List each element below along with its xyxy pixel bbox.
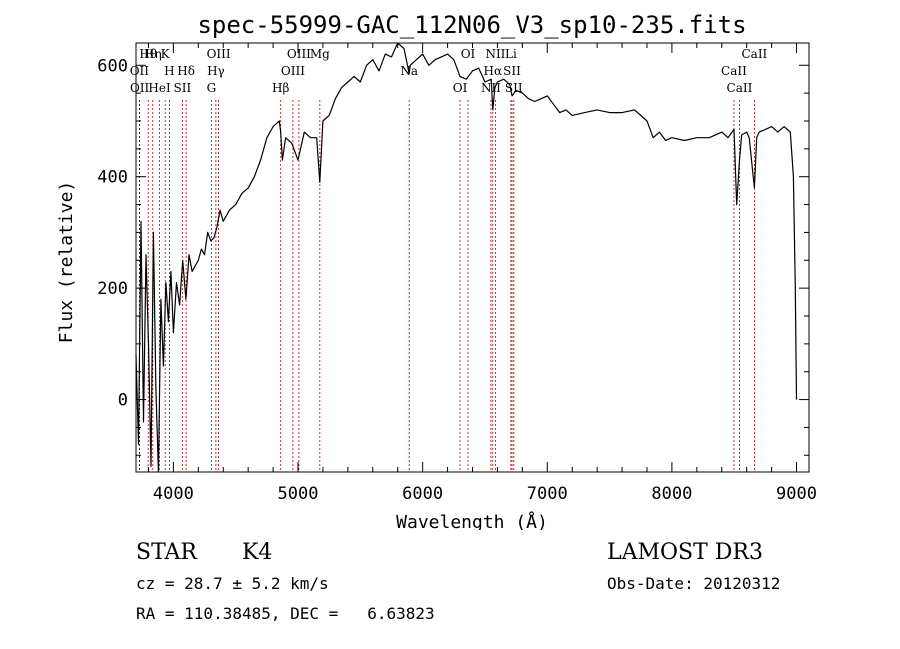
spectrum-chart: spec-55999-GAC_112N06_V3_sp10-235.fits H…: [56, 11, 817, 530]
y-tick-label: 400: [97, 168, 128, 188]
x-tick-label: 8000: [651, 484, 692, 504]
line-label-oii: OII: [130, 81, 150, 95]
line-label-g: G: [207, 81, 217, 95]
line-label-sii: SII: [503, 64, 521, 78]
line-label-hη: Hη: [144, 47, 162, 61]
x-tick-label: 6000: [402, 484, 443, 504]
y-axis-label: Flux (relative): [56, 181, 77, 344]
line-label-k: K: [161, 47, 171, 61]
line-label-caii: CaII: [727, 81, 753, 95]
y-tick-label: 200: [97, 279, 128, 299]
line-label-li: Li: [505, 47, 517, 61]
x-tick-label: 5000: [278, 484, 319, 504]
line-label-h: H: [164, 64, 174, 78]
line-label-hβ: Hβ: [272, 81, 289, 95]
chart-title: spec-55999-GAC_112N06_V3_sp10-235.fits: [197, 11, 746, 39]
survey-name: LAMOST DR3: [607, 540, 763, 565]
x-tick-label: 4000: [153, 484, 194, 504]
line-label-mg: Mg: [310, 47, 330, 61]
line-label-caii: CaII: [741, 47, 767, 61]
obs-date: Obs-Date: 20120312: [607, 574, 781, 593]
spectral-line-markers: [138, 100, 755, 472]
plot-frame: [135, 42, 810, 473]
line-label-sii: SII: [174, 81, 192, 95]
line-label-nii: NII: [485, 47, 505, 61]
redshift-text: cz = 28.7 ± 5.2 km/s: [136, 574, 329, 593]
line-label-oii: OII: [130, 64, 150, 78]
line-label-oiii: OIII: [287, 47, 311, 61]
object-class: STAR: [136, 540, 197, 565]
line-label-oi: OI: [453, 81, 468, 95]
y-tick-label: 600: [97, 56, 128, 76]
line-label-hei: HeI: [148, 81, 171, 95]
x-axis-label: Wavelength (Å): [396, 511, 548, 530]
line-label-hα: Hα: [484, 64, 503, 78]
line-label-hγ: Hγ: [207, 64, 225, 78]
coordinates: RA = 110.38485, DEC = 6.63823: [136, 604, 435, 623]
spectral-line-labels: Hθ OII OII KH HeI Hη Hδ SII OIII Hγ G OIII OIII Hβ Mg N…: [130, 47, 768, 95]
line-label-caii: CaII: [721, 64, 747, 78]
line-label-oiii: OIII: [281, 64, 305, 78]
x-tick-label: 9000: [776, 484, 817, 504]
axis-ticks: 4000 5000 6000 7000 8000 9000 0 200 400 600: [97, 43, 817, 504]
line-label-hθ: Hθ: [139, 47, 157, 61]
y-tick-label: 0: [118, 391, 128, 411]
line-label-oi: OI: [461, 47, 476, 61]
line-label-oiii: OIII: [207, 47, 231, 61]
spectrum-line: [135, 42, 798, 473]
line-label-hδ: Hδ: [177, 64, 195, 78]
x-tick-label: 7000: [527, 484, 568, 504]
subclass: K4: [242, 540, 273, 565]
